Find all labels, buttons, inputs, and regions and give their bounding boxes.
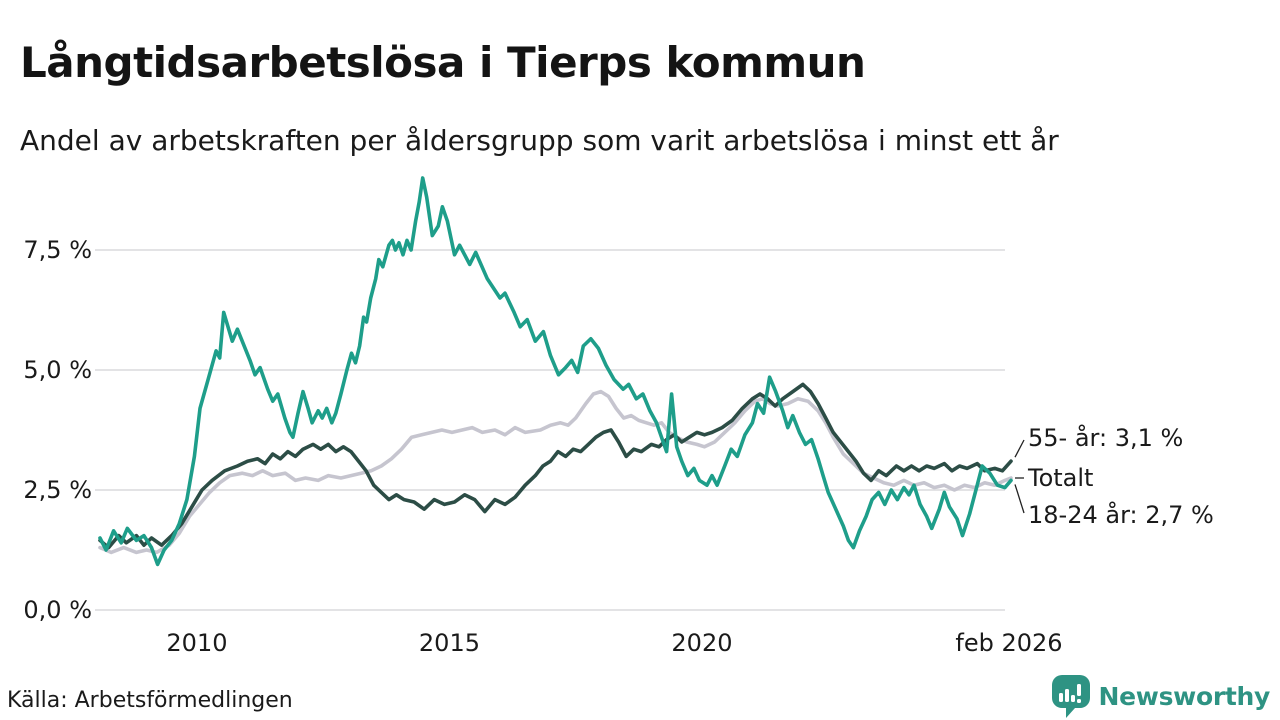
annotation-55-ar: 55- år: 3,1 % [1028, 424, 1184, 452]
x-tick-label: 2010 [166, 629, 227, 657]
leader-line [1014, 439, 1025, 458]
y-tick-label: 7,5 % [23, 236, 92, 264]
leader-line [1014, 484, 1025, 514]
series-line-18-24-år [98, 176, 1013, 567]
x-tick-label: feb 2026 [955, 629, 1062, 657]
y-tick-label: 0,0 % [23, 596, 92, 624]
chart-subtitle: Andel av arbetskraften per åldersgrupp s… [20, 124, 1059, 157]
source-note: Källa: Arbetsförmedlingen [7, 688, 293, 713]
newsworthy-brand: Newsworthy [1051, 674, 1271, 718]
series-line-55--år [98, 382, 1013, 550]
x-tick-label: 2015 [419, 629, 480, 657]
series-line-totalt [98, 389, 1013, 555]
x-tick-label: 2020 [671, 629, 732, 657]
annotation-totalt: Totalt [1028, 464, 1094, 492]
newsworthy-logo-icon [1051, 675, 1090, 718]
y-tick-label: 2,5 % [23, 476, 92, 504]
y-tick-label: 5,0 % [23, 356, 92, 384]
annotation-18-24-ar: 18-24 år: 2,7 % [1028, 501, 1214, 529]
chart-title: Långtidsarbetslösa i Tierps kommun [20, 38, 866, 88]
brand-name: Newsworthy [1098, 681, 1271, 711]
